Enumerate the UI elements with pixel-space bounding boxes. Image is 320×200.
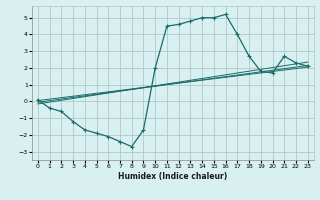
X-axis label: Humidex (Indice chaleur): Humidex (Indice chaleur) [118,172,228,181]
